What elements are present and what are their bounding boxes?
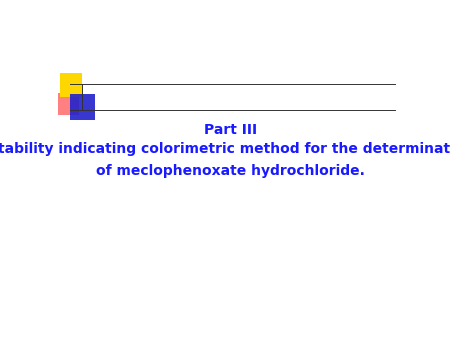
- Bar: [60, 73, 82, 97]
- Bar: [58, 93, 79, 115]
- Bar: [70, 94, 94, 120]
- Text: of meclophenoxate hydrochloride.: of meclophenoxate hydrochloride.: [96, 164, 365, 178]
- Text: Part III: Part III: [204, 123, 257, 137]
- Text: Stability indicating colorimetric method for the determination: Stability indicating colorimetric method…: [0, 142, 450, 155]
